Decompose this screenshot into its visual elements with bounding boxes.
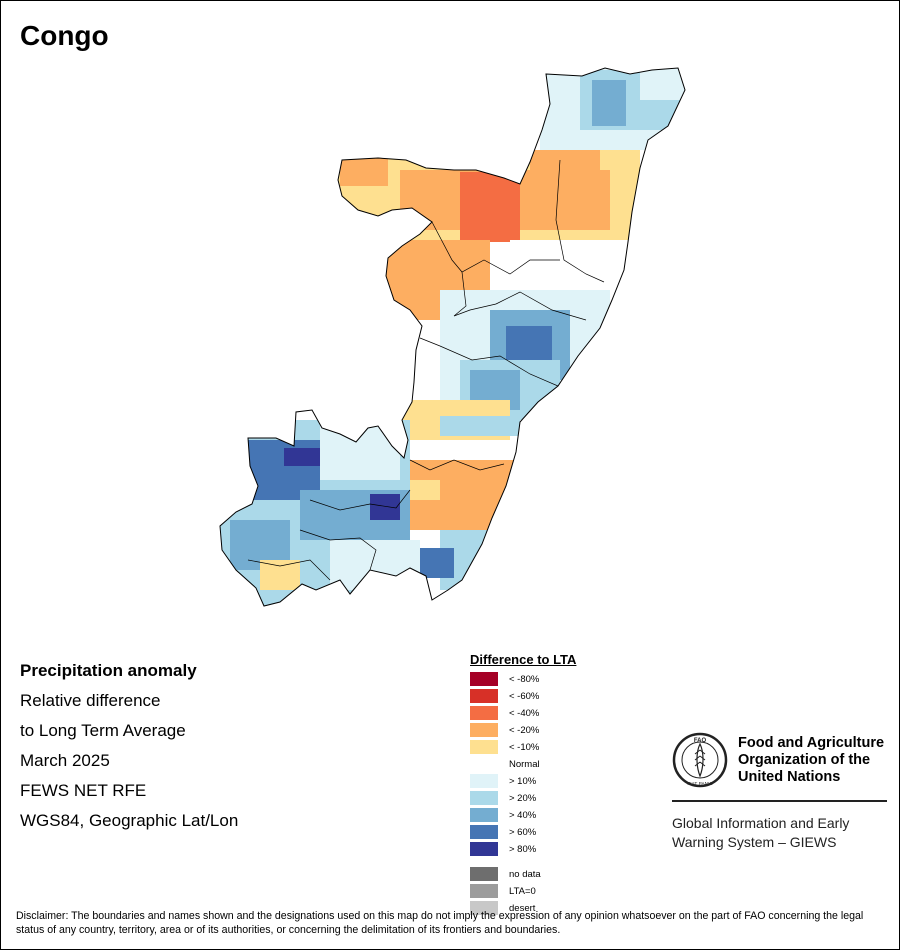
legend-extra-label: desert: [509, 903, 536, 914]
legend-class-label: > 20%: [509, 793, 537, 804]
legend-class-swatch: [470, 740, 498, 754]
info-line-5: FEWS NET RFE: [20, 781, 147, 800]
fao-name-line-1: Food and Agriculture: [738, 735, 885, 751]
legend-class-label: < -80%: [509, 674, 540, 685]
legend-extra-label: no data: [509, 869, 541, 880]
legend-class-row: < -40%: [470, 705, 576, 722]
legend-class-label: < -20%: [509, 725, 540, 736]
legend-class-row: > 40%: [470, 807, 576, 824]
legend-class-label: > 40%: [509, 810, 537, 821]
giews-name: Global Information and Early Warning Sys…: [672, 814, 892, 852]
legend-class-swatch: [470, 842, 498, 856]
legend-classes: < -80% < -60% < -40% < -20% < -10% Normal > 10…: [470, 671, 576, 858]
legend-class-swatch: [470, 791, 498, 805]
legend-class-label: < -60%: [509, 691, 540, 702]
legend-extra-row: LTA=0: [470, 883, 576, 900]
map-info: Precipitation anomaly Relative differenc…: [20, 656, 238, 836]
map-legend: Difference to LTA < -80% < -60% < -40% < -2…: [470, 652, 576, 917]
legend-class-label: < -40%: [509, 708, 540, 719]
legend-class-swatch: [470, 774, 498, 788]
legend-class-row: > 80%: [470, 841, 576, 858]
fao-logo-motto: FIAT PANIS: [687, 781, 712, 787]
fao-name: Food and Agriculture Organization of the…: [738, 735, 898, 786]
fao-divider: [672, 800, 887, 802]
legend-class-swatch: [470, 723, 498, 737]
legend-gap: [470, 858, 576, 866]
info-line-3: to Long Term Average: [20, 721, 186, 740]
map-title: Congo: [20, 20, 109, 51]
legend-class-row: < -10%: [470, 739, 576, 756]
legend-class-swatch: [470, 825, 498, 839]
legend-class-swatch: [470, 706, 498, 720]
legend-extra-swatch: [470, 901, 498, 915]
legend-class-swatch: [470, 672, 498, 686]
legend-class-row: < -20%: [470, 722, 576, 739]
info-line-6: WGS84, Geographic Lat/Lon: [20, 811, 239, 830]
giews-line-1: Global Information and Early: [672, 815, 850, 831]
legend-class-swatch: [470, 808, 498, 822]
legend-extra-classes: no data LTA=0 desert: [470, 866, 576, 917]
info-line-2: Relative difference: [20, 691, 161, 710]
info-line-4: March 2025: [20, 751, 110, 770]
fao-name-line-2: Organization of the: [738, 752, 871, 768]
legend-class-row: < -80%: [470, 671, 576, 688]
legend-class-row: < -60%: [470, 688, 576, 705]
legend-extra-row: no data: [470, 866, 576, 883]
legend-class-row: > 10%: [470, 773, 576, 790]
legend-class-swatch: [470, 757, 498, 771]
info-line-1: Precipitation anomaly: [20, 661, 197, 680]
legend-extra-label: LTA=0: [509, 886, 536, 897]
legend-extra-row: desert: [470, 900, 576, 917]
legend-extra-swatch: [470, 867, 498, 881]
legend-extra-swatch: [470, 884, 498, 898]
precipitation-anomaly-map: [219, 67, 686, 607]
legend-class-label: > 60%: [509, 827, 537, 838]
legend-class-row: > 20%: [470, 790, 576, 807]
fao-logo-text: FAO: [694, 738, 707, 744]
legend-title: Difference to LTA: [470, 652, 577, 667]
giews-line-2: Warning System – GIEWS: [672, 834, 837, 850]
legend-class-label: > 80%: [509, 844, 537, 855]
fao-logo-icon: FAO FIAT PANIS: [672, 732, 728, 788]
legend-class-row: > 60%: [470, 824, 576, 841]
legend-class-label: < -10%: [509, 742, 540, 753]
legend-class-label: > 10%: [509, 776, 537, 787]
legend-class-label: Normal: [509, 759, 540, 770]
fao-name-line-3: United Nations: [738, 769, 841, 785]
disclaimer: Disclaimer: The boundaries and names sho…: [16, 910, 864, 936]
legend-class-swatch: [470, 689, 498, 703]
legend-class-row: Normal: [470, 756, 576, 773]
